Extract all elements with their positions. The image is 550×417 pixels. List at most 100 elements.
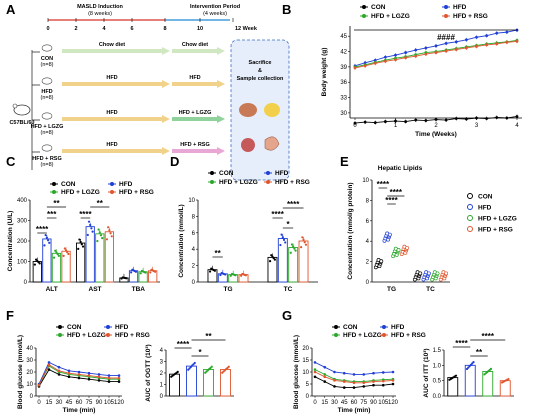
c-point — [38, 262, 41, 265]
d-point — [293, 247, 296, 250]
diet2-arrow-head — [217, 147, 225, 155]
b-point — [424, 46, 428, 50]
b-ytick-label: 30 — [340, 111, 347, 117]
adipose-icon — [264, 103, 280, 117]
b-point — [404, 51, 408, 54]
diet1-arrow-head — [162, 115, 170, 123]
d-point — [302, 238, 305, 241]
d-point — [292, 245, 295, 248]
timeline-tick-label: 8 — [163, 26, 166, 32]
b-point — [475, 116, 478, 120]
e-category-label: TG — [387, 286, 396, 293]
c-point — [107, 226, 110, 229]
g-right-ytick-label: 0.5 — [433, 379, 442, 385]
diet1-arrow-head — [162, 47, 170, 55]
b-point — [485, 117, 489, 120]
f-left-xtick-label: 75 — [86, 400, 93, 406]
g-right-point — [454, 374, 458, 377]
b-point — [414, 48, 418, 52]
c-point — [101, 237, 104, 240]
g-left-point — [391, 370, 395, 374]
e-dot — [387, 232, 392, 237]
g-left-xtick-label: 45 — [341, 400, 348, 406]
panel-b-chart: 30 33 36 39 42 45 Body weight (g) 0 1 2 3 4 Time (We… — [321, 4, 522, 138]
timeline-tick-label: 12 Week — [235, 26, 258, 32]
e-legend: CON HFD HFD + LGZG HFD + RSG — [467, 193, 517, 234]
f-left-ytick-label: 10 — [26, 382, 33, 388]
legend-label: HFD + RSG — [115, 332, 150, 339]
e-sig-1: **** — [377, 180, 390, 189]
e-legend-marker — [467, 226, 473, 232]
d-point — [224, 273, 227, 276]
d-point — [272, 257, 275, 260]
e-dot — [435, 271, 440, 276]
timeline-tick-label: 2 — [74, 26, 77, 32]
f-left-point — [57, 373, 61, 376]
c-point — [91, 230, 94, 233]
group-name: HFD + LGZG — [31, 124, 64, 130]
e-dot — [396, 248, 401, 252]
c-category-label: ALT — [46, 286, 58, 293]
b-series-line — [354, 29, 518, 67]
blood-icon — [241, 138, 255, 152]
b-point — [515, 115, 519, 118]
b-xtick-label: 3 — [475, 123, 479, 129]
b-point — [394, 58, 397, 62]
c-point — [48, 241, 51, 244]
d-point — [303, 241, 306, 244]
f-left-point — [47, 368, 51, 371]
c-point — [86, 233, 89, 237]
f-left-point — [47, 363, 51, 367]
g-right-ytick-label: 1.0 — [433, 363, 442, 369]
b-point — [505, 30, 509, 34]
b-ytick-label: 36 — [340, 80, 347, 86]
legend-label: HFD — [391, 324, 405, 331]
c-point — [66, 251, 69, 254]
legend-label: HFD + RSG — [453, 13, 488, 20]
b-point — [404, 120, 408, 123]
c-point — [63, 247, 66, 250]
g-left-ytick-label: 10 — [302, 370, 309, 376]
legend-marker — [361, 13, 366, 18]
b-ytick-label: 39 — [340, 65, 347, 71]
mouse-small-icon — [41, 112, 53, 120]
f-left-point — [117, 374, 121, 377]
g-left-point — [313, 361, 317, 364]
f-left-point — [87, 371, 91, 375]
legend-label: HFD — [453, 4, 467, 11]
f-sig-3: ** — [205, 332, 212, 341]
c-point — [105, 238, 109, 241]
diet2-arrow — [172, 49, 217, 53]
diet2-label: HFD + RSG — [180, 142, 210, 148]
c-point — [81, 245, 85, 248]
d-ylabel: Concentration (mmol/L) — [178, 204, 185, 277]
phase1-sub: (8 weeks) — [88, 11, 112, 17]
d-sig-4: * — [286, 220, 290, 229]
diet1-arrow — [62, 117, 162, 121]
c-point — [45, 236, 48, 239]
c-point — [77, 247, 80, 250]
panel-a-schema: MASLD Induction(8 weeks) Intervention Per… — [9, 4, 290, 181]
c-point — [89, 223, 92, 227]
g-left-xtick-label: 30 — [331, 400, 338, 406]
timeline-tick-label: 4 — [102, 26, 106, 32]
mouse-strain-label: C57BL/6J — [9, 120, 34, 126]
e-legend-label: HFD — [478, 205, 492, 212]
b-xtick-label: 2 — [434, 123, 438, 129]
e-sig-3: **** — [390, 188, 403, 197]
f-sig-2: * — [198, 348, 202, 357]
d-ytick-label: 0 — [192, 280, 196, 286]
g-left-series-line — [314, 361, 394, 375]
f-left-xtick-label: 0 — [37, 400, 41, 406]
g-left-point — [323, 380, 327, 383]
d-point — [268, 259, 272, 263]
panel-letter-a: A — [6, 2, 16, 17]
b-point — [424, 119, 428, 122]
g-left-point — [381, 383, 385, 387]
group-n: (n=8) — [41, 162, 54, 168]
g-sig-1: **** — [455, 339, 468, 348]
f-left-point — [67, 375, 71, 379]
g-right-point — [472, 361, 475, 364]
timeline-tick-label: 0 — [46, 26, 49, 32]
f-left-point — [87, 374, 91, 377]
